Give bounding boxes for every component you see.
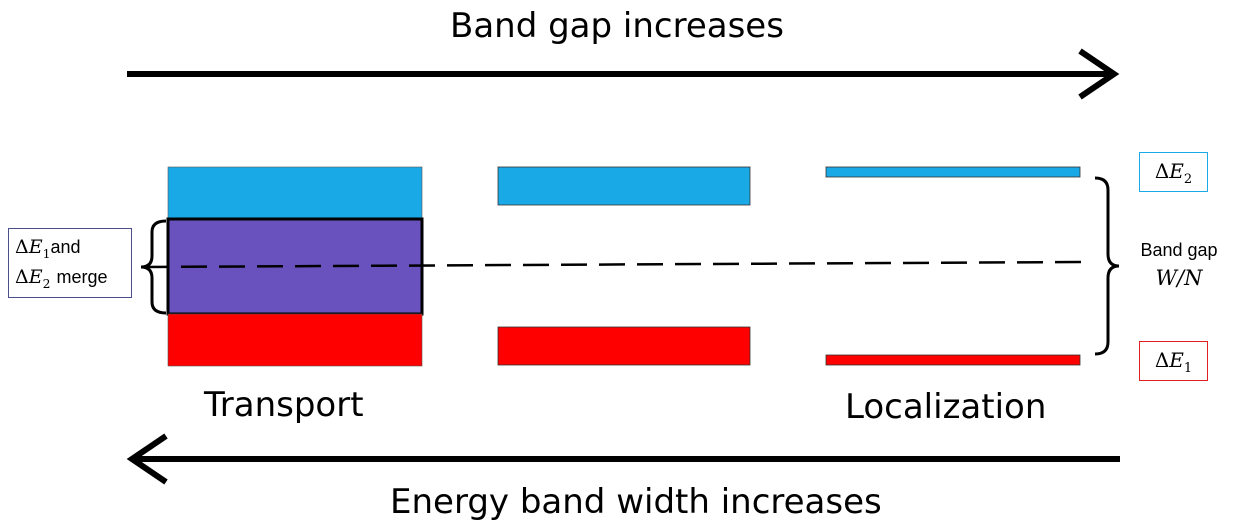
bottom-arrow-label: Energy band width increases bbox=[390, 482, 882, 522]
merge-label-line1: ΔE1and bbox=[15, 236, 81, 261]
top-arrow-label: Band gap increases bbox=[450, 6, 784, 46]
localization-upper-band bbox=[825, 166, 1081, 178]
left-brace bbox=[140, 219, 167, 315]
transport-upper-band bbox=[167, 166, 423, 220]
delta-e1-box: ΔE1 bbox=[1139, 341, 1208, 381]
merge-label-box: ΔE1and ΔE2 merge bbox=[8, 228, 132, 298]
top-arrow bbox=[127, 48, 1120, 100]
transport-label: Transport bbox=[204, 385, 364, 425]
transport-lower-band bbox=[167, 313, 423, 367]
merge-label-line2: ΔE2 merge bbox=[15, 265, 108, 291]
right-brace bbox=[1094, 176, 1120, 356]
dashed-midline bbox=[142, 260, 1083, 269]
middle-lower-band bbox=[497, 326, 751, 366]
delta-e2-box: ΔE2 bbox=[1139, 152, 1208, 192]
band-gap-formula: W/N bbox=[1155, 266, 1203, 290]
localization-label: Localization bbox=[845, 387, 1047, 427]
band-gap-label: Band gap bbox=[1140, 240, 1218, 260]
localization-lower-band bbox=[825, 354, 1081, 366]
bottom-arrow bbox=[126, 433, 1120, 485]
middle-upper-band bbox=[497, 166, 751, 206]
